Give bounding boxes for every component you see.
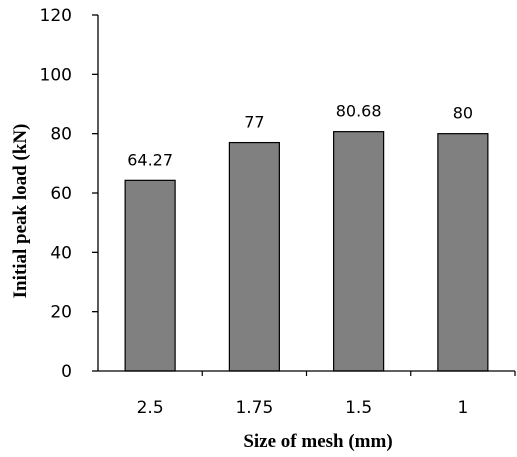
bar	[228, 141, 280, 372]
x-tick-label: 1	[457, 398, 468, 418]
y-tick-label: 100	[40, 65, 72, 85]
bar	[124, 179, 176, 372]
bar-value-label: 80	[453, 104, 473, 123]
x-axis-title: Size of mesh (mm)	[243, 431, 392, 452]
plot-area: 0 20 40 60 80 100 120 64.27 2.5 77 1.75 80.68 1.5 80 1	[40, 6, 516, 418]
x-tick-label: 1.75	[235, 398, 273, 418]
y-tick-label: 120	[40, 6, 72, 26]
y-tick-label: 20	[50, 303, 72, 323]
bar	[437, 133, 489, 372]
y-axis-title: Initial peak load (kN)	[10, 124, 31, 299]
y-tick-label: 40	[50, 243, 72, 263]
bar-value-label: 80.68	[336, 102, 382, 121]
y-tick-label: 60	[50, 184, 72, 204]
x-tick-label: 2.5	[137, 398, 164, 418]
y-tick-label: 80	[50, 125, 72, 145]
x-tick-label: 1.5	[345, 398, 372, 418]
bar	[333, 131, 385, 372]
y-tick-label: 0	[61, 362, 72, 382]
bar-value-label: 64.27	[127, 150, 173, 169]
bar-value-label: 77	[244, 113, 264, 132]
